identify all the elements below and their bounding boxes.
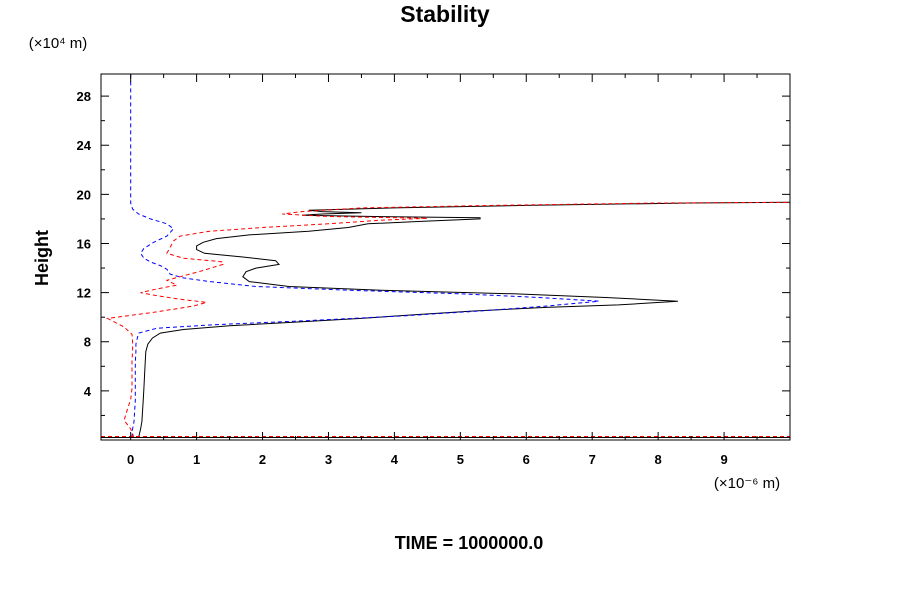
x-tick-label: 6 — [523, 452, 530, 467]
series-line-3 — [105, 201, 791, 438]
x-tick-label: 7 — [589, 452, 596, 467]
chart-title: Stability — [400, 1, 490, 27]
plot-frame — [100, 73, 791, 441]
y-tick-label: 24 — [77, 138, 92, 153]
time-footer: TIME = 1000000.0 — [395, 533, 544, 553]
x-tick-label: 3 — [325, 452, 332, 467]
y-tick-label: 28 — [77, 89, 91, 104]
y-tick-label: 4 — [84, 384, 92, 399]
series-line-1 — [138, 201, 791, 438]
x-axis-unit: (×10⁻⁶ m) — [714, 475, 780, 492]
y-tick-label: 12 — [77, 286, 91, 301]
x-tick-label: 5 — [457, 452, 464, 467]
x-tick-label: 9 — [720, 452, 727, 467]
y-tick-label: 16 — [77, 236, 91, 251]
series-layer — [101, 74, 791, 439]
y-axis-unit: (×10⁴ m) — [29, 35, 88, 52]
y-axis-label: Height — [32, 230, 52, 286]
y-tick-label: 20 — [77, 187, 91, 202]
x-tick-label: 0 — [127, 452, 134, 467]
x-tick-label: 8 — [655, 452, 662, 467]
y-tick-label: 8 — [84, 335, 91, 350]
series-line-2 — [130, 74, 599, 438]
x-tick-label: 4 — [391, 452, 399, 467]
x-tick-label: 2 — [259, 452, 266, 467]
x-tick-label: 1 — [193, 452, 200, 467]
